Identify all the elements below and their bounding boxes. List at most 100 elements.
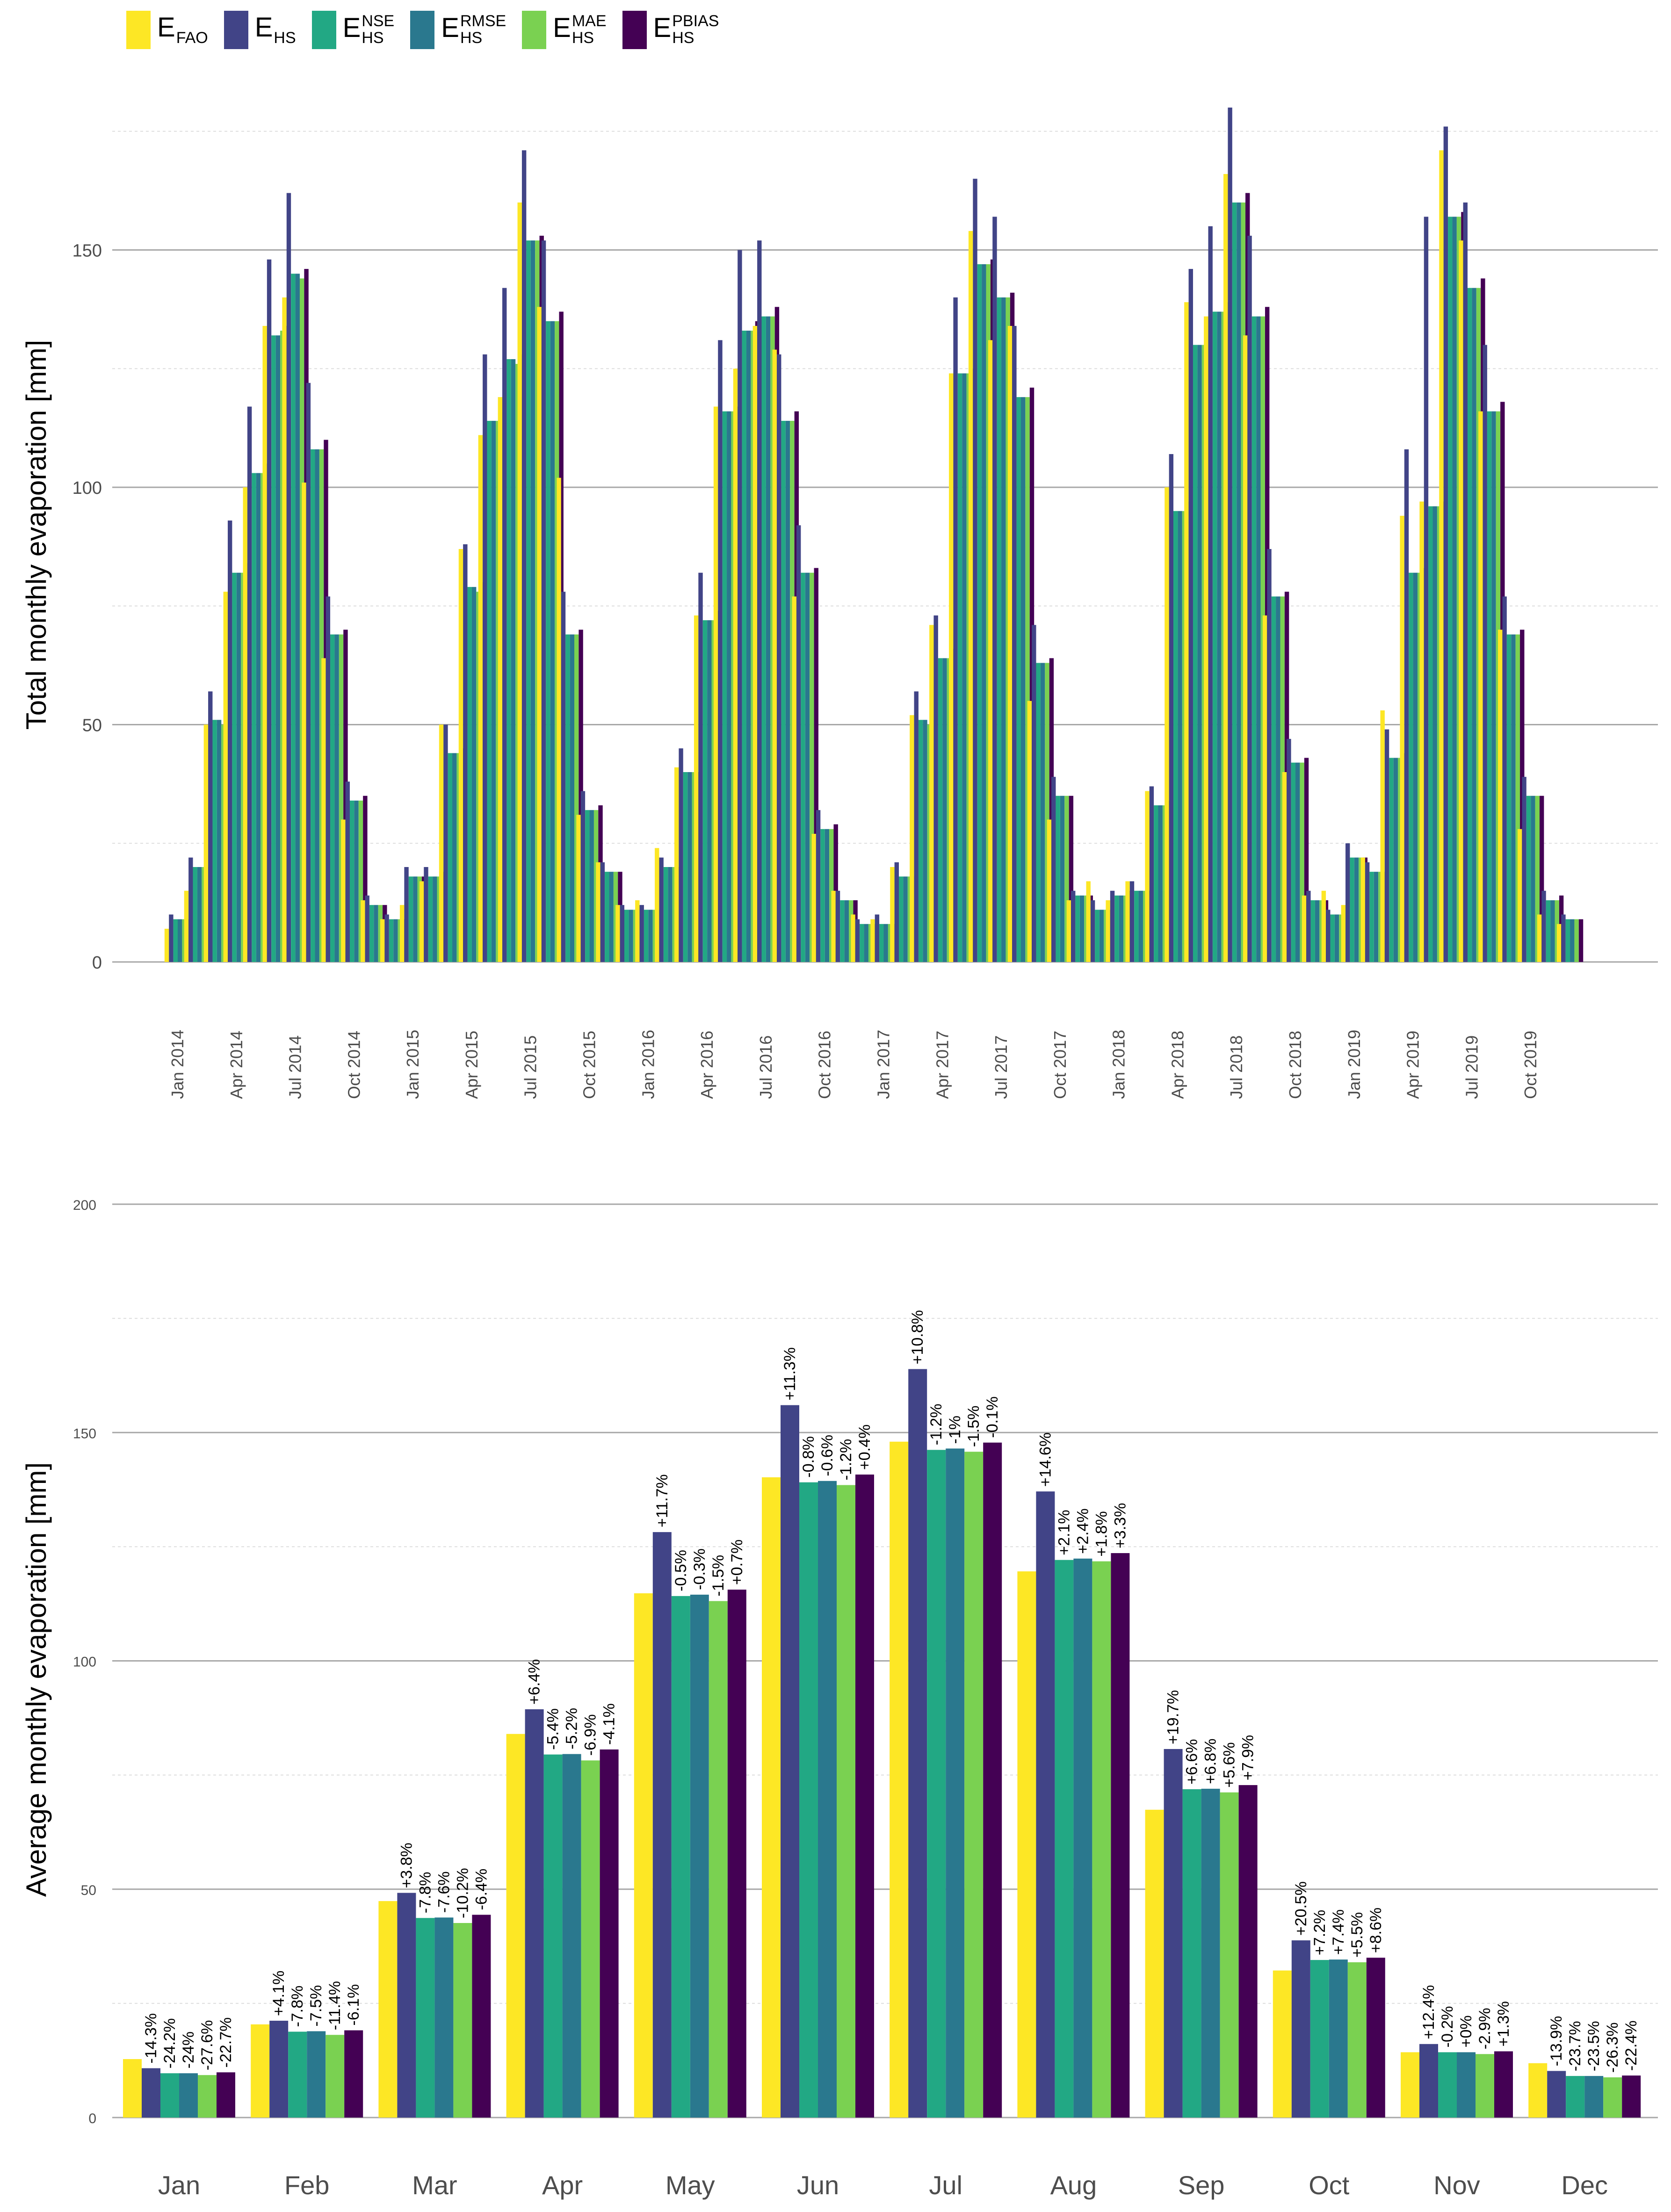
monthly-bar [1506,634,1512,962]
legend-swatch [622,11,647,49]
monthly-bar [1511,634,1516,962]
monthly-bar [361,900,365,962]
monthly-bar [738,250,742,962]
monthly-bar [855,919,860,962]
average-bar [1291,1940,1310,2118]
x-tick-label: Jan 2015 [403,1030,422,1099]
monthly-bar [659,857,664,962]
bar-percentage-label: -24% [180,2031,197,2068]
monthly-bar [792,596,796,962]
monthly-bar [1197,345,1202,962]
monthly-bar [722,411,727,962]
bar-percentage-label: +20.5% [1292,1881,1310,1936]
y-tick-label: 200 [73,1198,96,1213]
average-bar [251,2024,270,2118]
monthly-bar [1129,881,1135,962]
monthly-bar [1443,126,1448,962]
bar-percentage-label: -2.9% [1476,2008,1494,2049]
average-bar [1566,2076,1585,2118]
monthly-bar [1208,226,1213,962]
average-bar [781,1405,799,2118]
monthly-bar [530,240,535,962]
average-bar [1366,1958,1385,2118]
legend-item: EFAO [126,11,208,49]
monthly-bar [217,720,222,962]
average-bar [416,1918,435,2118]
monthly-bar [1448,217,1453,962]
x-tick-label: Dec [1561,2170,1608,2200]
monthly-bar [1282,772,1287,962]
bar-percentage-label: -1.2% [837,1439,855,1481]
monthly-bar [1036,663,1041,962]
y-tick-label: 100 [72,478,102,498]
monthly-bar [311,449,315,962]
x-tick-label: Feb [284,2170,330,2200]
monthly-bar [365,895,369,962]
monthly-bar [718,340,723,962]
monthly-bar [1247,236,1252,962]
monthly-bar [1330,914,1335,962]
bar-percentage-label: -14.3% [142,2013,160,2064]
monthly-bar [752,325,758,962]
legend-label: E NSE HS [342,12,395,47]
monthly-bar [339,634,344,962]
monthly-bar [1570,919,1575,962]
monthly-bar [1413,572,1418,962]
monthly-bar [574,634,579,962]
average-bar [600,1749,619,2118]
bar-percentage-label: -26.3% [1604,2022,1621,2073]
bar-percentage-label: +3.8% [398,1843,415,1888]
monthly-bar [1069,795,1074,962]
monthly-bar [600,862,605,962]
bar-percentage-label: +0.7% [728,1540,746,1585]
monthly-bar [557,477,561,962]
monthly-bar [498,397,503,962]
monthly-bar [811,833,816,962]
monthly-bar [918,720,923,962]
bar-percentage-label: +7.9% [1239,1735,1257,1780]
monthly-bar [345,781,350,962]
monthly-bar [169,914,174,962]
x-tick-label: Oct 2018 [1286,1031,1305,1099]
monthly-bar [389,919,394,962]
monthly-bar [1354,857,1359,962]
bar-percentage-label: -0.5% [672,1550,690,1591]
bar-percentage-label: -0.3% [691,1548,709,1590]
average-bar [1310,1960,1329,2118]
monthly-bar [1550,900,1555,962]
monthly-bar [1498,629,1503,962]
monthly-bar [973,179,977,962]
monthly-bar [1374,872,1379,962]
monthly-bar [1001,297,1006,962]
monthly-bar [1114,895,1119,962]
monthly-bar [1173,511,1178,962]
monthly-bar [1384,729,1389,962]
monthly-bar [236,572,241,962]
monthly-bar [1419,501,1424,962]
monthly-bar [1295,762,1300,962]
monthly-bar [443,724,448,962]
bar-percentage-label: -7.8% [289,1986,306,2027]
average-bar [160,2073,179,2118]
monthly-bar [541,240,546,962]
bar-percentage-label: -6.9% [582,1714,600,1756]
monthly-bar [992,217,997,962]
monthly-bar [1334,914,1339,962]
average-bar [506,1734,525,2118]
average-bar [983,1442,1002,2118]
monthly-bar [428,876,433,962]
monthly-bar [1040,663,1045,962]
monthly-bar [576,815,581,962]
bar-percentage-label: -6.1% [345,1984,362,2026]
bar-percentage-label: +11.3% [781,1347,799,1401]
average-bar [288,2031,307,2118]
average-bar [727,1590,746,2118]
monthly-bar [247,406,252,962]
legend-swatch [522,11,547,49]
monthly-bar [275,335,281,962]
monthly-bar [805,572,810,962]
monthly-bar [1066,900,1071,962]
monthly-bar [188,857,193,962]
monthly-bar [746,331,751,962]
y-tick-label: 100 [73,1655,96,1670]
